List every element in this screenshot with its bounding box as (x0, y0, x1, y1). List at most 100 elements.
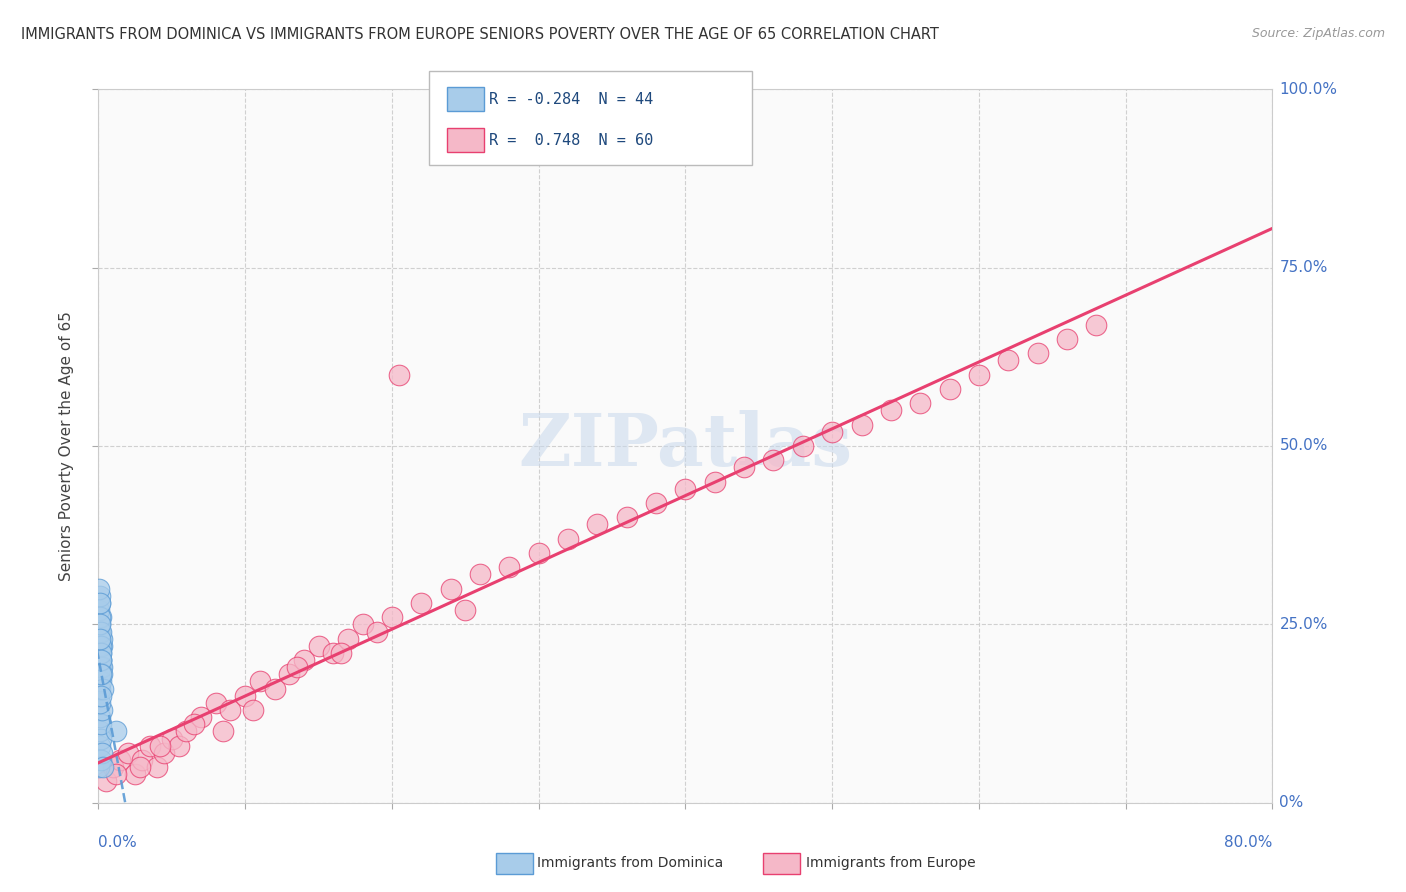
Point (90, 653, 112, 667)
Point (110, 753, 132, 767)
Point (90, 674, 112, 689)
Point (149, 739, 172, 753)
Point (89, 696, 111, 710)
Point (645, 496, 668, 510)
Point (89, 617, 111, 632)
Point (90, 646, 112, 660)
Point (242, 703, 264, 717)
Point (997, 353, 1019, 368)
Point (440, 582, 463, 596)
Point (124, 767, 146, 781)
Point (90, 632, 112, 646)
Point (703, 475, 725, 489)
Point (938, 382, 960, 396)
Point (89, 624, 111, 639)
Text: R =  0.748  N = 60: R = 0.748 N = 60 (489, 133, 654, 147)
Point (90, 746, 112, 760)
Point (90, 639, 112, 653)
Point (616, 510, 638, 524)
Point (352, 617, 374, 632)
Point (139, 739, 162, 753)
Point (205, 696, 228, 710)
Text: 75.0%: 75.0% (1279, 260, 1327, 275)
Point (89, 681, 111, 696)
Point (90, 610, 112, 624)
Point (183, 717, 205, 731)
Point (101, 760, 124, 774)
Point (105, 767, 128, 781)
Point (1056, 332, 1078, 346)
Point (89, 617, 111, 632)
Point (498, 560, 520, 574)
Text: 100.0%: 100.0% (1279, 82, 1337, 96)
Text: Source: ZipAtlas.com: Source: ZipAtlas.com (1251, 27, 1385, 40)
Point (1026, 346, 1049, 360)
Point (153, 746, 176, 760)
Point (762, 453, 785, 467)
Text: Immigrants from Europe: Immigrants from Europe (806, 856, 976, 871)
Point (90, 639, 112, 653)
Point (90, 646, 112, 660)
Point (90, 731, 112, 746)
Point (89, 724, 111, 739)
Point (527, 546, 550, 560)
Point (381, 610, 404, 624)
Point (105, 724, 128, 739)
Point (89, 689, 111, 703)
Point (146, 760, 169, 774)
Point (89, 582, 111, 596)
Point (792, 439, 814, 453)
Point (411, 596, 433, 610)
Point (336, 632, 359, 646)
Point (90, 624, 112, 639)
Point (557, 532, 579, 546)
Text: Immigrants from Dominica: Immigrants from Dominica (537, 856, 723, 871)
Point (821, 425, 844, 439)
Point (90, 667, 112, 681)
Point (91, 703, 114, 717)
Point (89, 596, 111, 610)
Point (366, 624, 388, 639)
Text: 25.0%: 25.0% (1279, 617, 1327, 632)
Point (910, 396, 932, 410)
Point (329, 646, 352, 660)
Point (90, 689, 112, 703)
Text: R = -0.284  N = 44: R = -0.284 N = 44 (489, 92, 654, 106)
Text: 0.0%: 0.0% (98, 836, 138, 850)
Point (263, 681, 285, 696)
Point (89, 739, 111, 753)
Point (128, 760, 150, 774)
Point (733, 460, 755, 475)
Point (880, 403, 903, 417)
Point (675, 482, 697, 496)
Point (91, 760, 114, 774)
Point (89, 632, 111, 646)
Text: 80.0%: 80.0% (1225, 836, 1272, 850)
Text: 0%: 0% (1279, 796, 1303, 810)
Point (308, 639, 330, 653)
Point (190, 710, 212, 724)
Point (233, 689, 256, 703)
Point (90, 753, 112, 767)
Point (388, 368, 411, 382)
Y-axis label: Seniors Poverty Over the Age of 65: Seniors Poverty Over the Age of 65 (59, 311, 75, 581)
Point (89, 632, 111, 646)
Point (176, 724, 198, 739)
Point (117, 746, 139, 760)
Point (292, 653, 315, 667)
Point (278, 667, 301, 681)
Point (91, 660, 114, 674)
Point (131, 753, 153, 767)
Point (94, 774, 117, 789)
Point (851, 417, 873, 432)
Point (322, 646, 344, 660)
Point (90, 660, 112, 674)
Point (285, 660, 308, 674)
Text: ZIPatlas: ZIPatlas (519, 410, 852, 482)
Point (468, 567, 491, 582)
Point (89, 710, 111, 724)
Point (89, 589, 111, 603)
Text: IMMIGRANTS FROM DOMINICA VS IMMIGRANTS FROM EUROPE SENIORS POVERTY OVER THE AGE : IMMIGRANTS FROM DOMINICA VS IMMIGRANTS F… (21, 27, 939, 42)
Point (91, 681, 114, 696)
Point (1085, 318, 1108, 332)
